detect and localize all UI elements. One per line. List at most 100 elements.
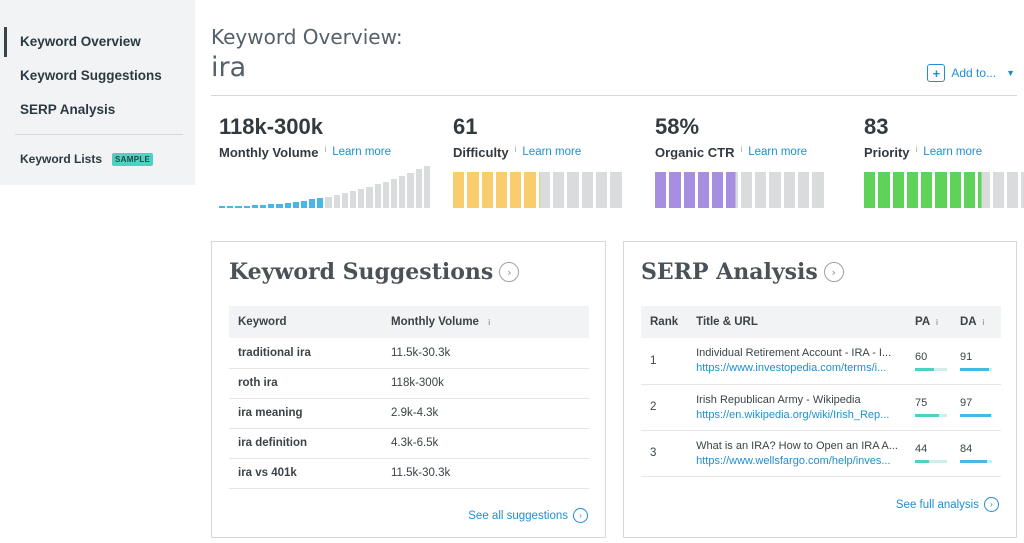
learn-more-link[interactable]: Learn more <box>748 146 808 158</box>
metric-priority: 83 Priority i Learn more <box>864 114 982 160</box>
da-value: 91 <box>960 350 973 363</box>
chevron-right-circle-icon[interactable]: › <box>499 262 520 282</box>
serp-result-url[interactable]: https://www.wellsfargo.com/help/inves... <box>696 454 891 467</box>
add-to-label: Add to... <box>951 66 997 80</box>
table-row[interactable]: 1 Individual Retirement Account - IRA - I… <box>641 338 1001 385</box>
keyword-cell[interactable]: ira vs 401k <box>229 458 382 489</box>
volume-bar <box>251 205 258 208</box>
learn-more-link[interactable]: Learn more <box>522 146 582 158</box>
da-cell: 97 <box>956 384 1001 431</box>
volume-bar <box>259 204 267 208</box>
chevron-right-circle-icon[interactable]: › <box>823 262 844 282</box>
metric-label: Difficulty <box>453 145 509 160</box>
rank-cell: 2 <box>641 384 688 431</box>
table-row[interactable]: roth ira 118k-300k <box>229 368 589 399</box>
see-full-analysis-link[interactable]: See full analysis › <box>896 497 999 512</box>
column-header-label: DA <box>960 316 977 328</box>
score-segment <box>697 172 710 208</box>
score-segment <box>740 172 753 208</box>
info-icon[interactable]: i <box>915 145 918 154</box>
score-segment <box>553 172 565 208</box>
keyword-heading: ira <box>211 52 247 83</box>
learn-more-link[interactable]: Learn more <box>923 146 983 158</box>
volume-bar <box>243 205 250 208</box>
score-segment <box>567 172 579 208</box>
keyword-suggestions-card: Keyword Suggestions › Keyword Monthly Vo… <box>211 241 606 538</box>
info-icon[interactable]: i <box>324 145 327 154</box>
volume-cell: 11.5k-30.3k <box>382 338 589 369</box>
table-row[interactable]: ira vs 401k 11.5k-30.3k <box>229 458 589 489</box>
learn-more-link[interactable]: Learn more <box>332 146 392 158</box>
info-icon[interactable]: i <box>740 145 743 154</box>
score-segment <box>581 172 593 208</box>
sidebar-item-keyword-overview[interactable]: Keyword Overview <box>20 34 141 49</box>
da-cell: 91 <box>956 338 1001 385</box>
info-icon[interactable]: i <box>514 145 517 154</box>
see-all-suggestions-link[interactable]: See all suggestions › <box>468 508 588 523</box>
volume-bar <box>219 206 226 208</box>
da-cell: 84 <box>956 430 1001 477</box>
info-icon[interactable]: i <box>488 318 491 327</box>
keyword-cell[interactable]: traditional ira <box>229 338 382 369</box>
title-url-cell: What is an IRA? How to Open an IRA A... h… <box>687 430 911 477</box>
pa-bar-fill <box>915 367 935 371</box>
score-segment <box>864 172 876 208</box>
table-row[interactable]: traditional ira 11.5k-30.3k <box>229 338 589 369</box>
serp-result-title: What is an IRA? How to Open an IRA A... <box>696 439 898 452</box>
table-row[interactable]: ira meaning 2.9k-4.3k <box>229 398 589 429</box>
sidebar-divider <box>15 134 183 135</box>
score-segment <box>538 172 551 208</box>
score-segment <box>524 172 536 208</box>
column-header-label: PA <box>915 316 930 328</box>
volume-bar <box>333 194 340 208</box>
da-bar-fill <box>960 367 990 371</box>
score-segment <box>467 172 479 208</box>
header-divider <box>211 95 1017 96</box>
da-bar-fill <box>960 414 992 417</box>
pa-value: 60 <box>915 350 928 363</box>
volume-bar <box>325 196 332 208</box>
serp-result-url[interactable]: https://en.wikipedia.org/wiki/Irish_Rep.… <box>696 408 890 421</box>
keyword-cell[interactable]: ira meaning <box>229 398 382 429</box>
sample-badge: SAMPLE <box>112 152 154 166</box>
sidebar-item-serp-analysis[interactable]: SERP Analysis <box>20 102 116 117</box>
score-segment <box>510 172 522 208</box>
metric-label: Organic CTR <box>655 145 735 160</box>
organic-ctr-score-bar <box>655 172 824 208</box>
metric-value: 118k-300k <box>219 114 323 139</box>
score-segment <box>669 172 681 208</box>
da-bar-fill <box>960 460 987 463</box>
keyword-cell[interactable]: ira definition <box>229 428 382 459</box>
score-segment <box>892 172 904 208</box>
sidebar-item-keyword-lists[interactable]: Keyword Lists SAMPLE <box>20 152 154 166</box>
volume-cell: 118k-300k <box>382 368 589 399</box>
serp-analysis-title: SERP Analysis <box>641 259 818 285</box>
score-segment <box>712 172 724 208</box>
info-icon[interactable]: i <box>982 318 985 327</box>
score-segment <box>481 172 493 208</box>
metric-difficulty: 61 Difficulty i Learn more <box>453 114 581 160</box>
serp-result-url[interactable]: https://www.investopedia.com/terms/i... <box>696 362 887 375</box>
volume-bar <box>317 198 324 208</box>
score-segment <box>783 172 795 208</box>
page-title: Keyword Overview: <box>211 25 403 49</box>
column-header-da: DA i <box>956 306 1001 338</box>
volume-bar <box>284 202 291 208</box>
score-segment <box>935 172 947 208</box>
metric-label: Priority <box>864 145 910 160</box>
da-bar <box>960 367 992 371</box>
volume-cell: 2.9k-4.3k <box>382 398 589 429</box>
score-segment <box>610 172 622 208</box>
volume-bar <box>276 203 283 208</box>
rank-cell: 1 <box>641 338 688 385</box>
score-segment <box>921 172 933 208</box>
table-row[interactable]: ira definition 4.3k-6.5k <box>229 428 589 459</box>
keyword-cell[interactable]: roth ira <box>229 368 382 399</box>
sidebar-item-keyword-suggestions[interactable]: Keyword Suggestions <box>20 68 162 83</box>
table-row[interactable]: 3 What is an IRA? How to Open an IRA A...… <box>641 430 1001 477</box>
info-icon[interactable]: i <box>935 318 939 327</box>
volume-bar <box>300 200 308 208</box>
add-to-button[interactable]: + Add to... ▼ <box>927 64 1015 82</box>
table-row[interactable]: 2 Irish Republican Army - Wikipedia https:… <box>641 384 1001 431</box>
